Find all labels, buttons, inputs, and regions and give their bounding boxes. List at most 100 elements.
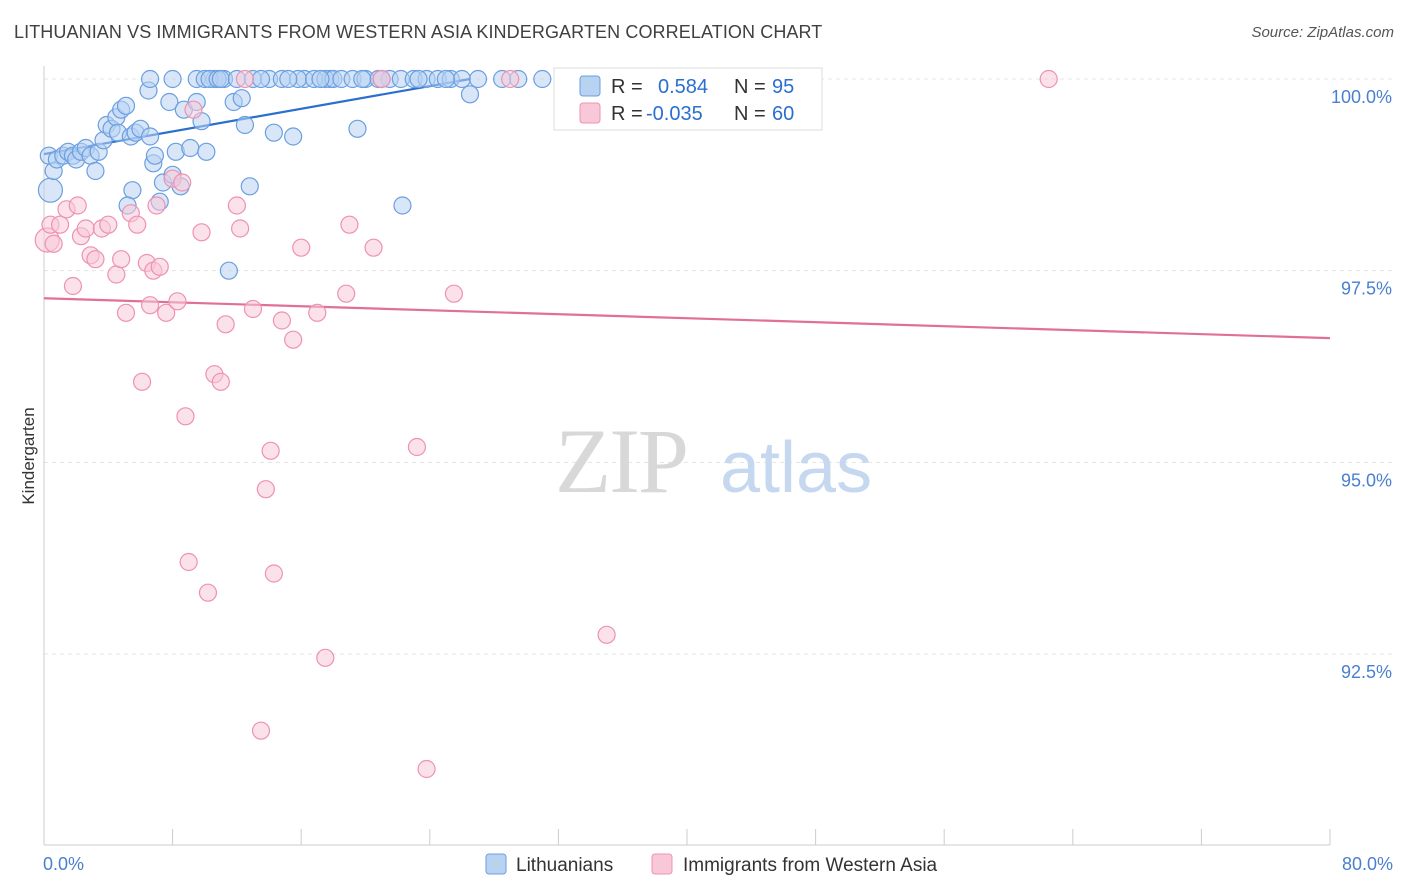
point-series0-36 bbox=[181, 138, 200, 158]
point-series1-38 bbox=[243, 299, 263, 319]
chart-title: LITHUANIAN VS IMMIGRANTS FROM WESTERN AS… bbox=[14, 22, 823, 42]
point-series0-93 bbox=[436, 69, 455, 89]
data-points bbox=[34, 69, 1058, 779]
point-series0-46 bbox=[219, 261, 238, 280]
point-series1-37 bbox=[231, 219, 250, 238]
trend-line-series1 bbox=[43, 297, 1331, 340]
x-tick-labels: 0.0% 80.0% bbox=[43, 854, 1393, 874]
point-series1-51 bbox=[372, 69, 391, 89]
point-series1-55 bbox=[501, 69, 520, 89]
series-legend: Lithuanians Immigrants from Western Asia bbox=[485, 853, 938, 876]
point-series0-11 bbox=[86, 161, 105, 181]
stats-n-value-2: 60 bbox=[772, 103, 794, 125]
point-series0-48 bbox=[284, 127, 303, 146]
point-series1-39 bbox=[251, 721, 271, 740]
point-series0-53 bbox=[460, 85, 480, 104]
point-series1-47 bbox=[316, 648, 335, 667]
legend-label-western-asia: Immigrants from Western Asia bbox=[683, 855, 938, 876]
stats-n-label-2: N = bbox=[734, 103, 766, 125]
point-series0-89 bbox=[311, 69, 330, 89]
point-series0-55 bbox=[163, 69, 182, 89]
point-series1-8 bbox=[76, 219, 95, 238]
point-series0-0 bbox=[37, 177, 64, 203]
point-series1-14 bbox=[112, 250, 131, 269]
svg-text:ZIP: ZIP bbox=[555, 410, 687, 512]
stats-r-label-2: R = bbox=[611, 103, 643, 125]
point-series0-87 bbox=[251, 69, 271, 89]
point-series1-44 bbox=[284, 330, 303, 349]
point-series1-59 bbox=[235, 69, 255, 89]
point-series1-43 bbox=[272, 311, 292, 330]
stats-r-value-1: 0.584 bbox=[658, 76, 708, 98]
point-series1-29 bbox=[179, 552, 198, 572]
point-series0-44 bbox=[235, 115, 255, 135]
point-series1-23 bbox=[150, 257, 169, 276]
point-series1-2 bbox=[44, 234, 63, 253]
watermark: ZIP atlas bbox=[555, 410, 872, 512]
legend-swatch-western-asia bbox=[651, 853, 673, 875]
point-series1-20 bbox=[140, 296, 160, 315]
point-series1-17 bbox=[128, 215, 147, 234]
point-series1-5 bbox=[63, 276, 83, 296]
point-series1-10 bbox=[86, 250, 105, 269]
y-axis-label: Kindergarten bbox=[19, 407, 38, 504]
point-series1-40 bbox=[256, 480, 275, 499]
point-series1-45 bbox=[292, 238, 311, 257]
svg-text:atlas: atlas bbox=[720, 428, 872, 508]
point-series1-48 bbox=[337, 284, 356, 303]
grid-lines bbox=[44, 78, 1392, 655]
stats-r-value-2: -0.035 bbox=[646, 103, 703, 125]
point-series0-28 bbox=[145, 146, 165, 165]
point-series1-53 bbox=[417, 759, 436, 779]
point-series0-79 bbox=[452, 69, 472, 89]
y-tick-labels: 92.5% 95.0% 97.5% 100.0% bbox=[1331, 87, 1392, 682]
point-series1-36 bbox=[227, 196, 246, 215]
point-series1-30 bbox=[184, 100, 203, 119]
point-series1-12 bbox=[99, 215, 118, 234]
stats-r-label-1: R = bbox=[611, 76, 643, 98]
trend-line-series0 bbox=[43, 77, 471, 156]
point-series1-54 bbox=[444, 284, 464, 303]
point-series0-19 bbox=[116, 96, 136, 115]
point-series1-42 bbox=[264, 564, 283, 583]
x-tick-label-max: 80.0% bbox=[1342, 854, 1393, 874]
point-series1-58 bbox=[1039, 69, 1058, 89]
point-series1-46 bbox=[308, 303, 327, 322]
y-tick-label-0: 92.5% bbox=[1341, 662, 1392, 682]
point-series1-26 bbox=[168, 292, 187, 311]
point-series1-52 bbox=[407, 437, 427, 457]
point-series1-3 bbox=[50, 215, 70, 234]
y-tick-label-3: 100.0% bbox=[1331, 87, 1392, 107]
point-series0-45 bbox=[240, 177, 259, 196]
point-series1-50 bbox=[364, 238, 383, 257]
stats-legend-swatch-pink bbox=[579, 102, 601, 124]
point-series1-24 bbox=[157, 303, 176, 322]
chart-source: Source: ZipAtlas.com bbox=[1251, 24, 1394, 41]
point-series0-47 bbox=[264, 123, 283, 142]
point-series0-31 bbox=[160, 92, 179, 112]
point-series0-83 bbox=[533, 69, 552, 89]
point-series1-13 bbox=[107, 265, 126, 284]
point-series1-32 bbox=[198, 583, 218, 602]
point-series1-34 bbox=[211, 372, 230, 391]
point-series1-31 bbox=[192, 223, 211, 242]
point-series0-26 bbox=[140, 127, 160, 146]
x-tick-label-min: 0.0% bbox=[43, 854, 84, 874]
point-series1-27 bbox=[173, 173, 192, 192]
y-tick-label-1: 95.0% bbox=[1341, 470, 1392, 490]
point-series0-80 bbox=[468, 69, 488, 89]
point-series0-54 bbox=[140, 69, 160, 89]
legend-label-lithuanians: Lithuanians bbox=[516, 855, 613, 876]
point-series1-18 bbox=[132, 372, 152, 391]
stats-legend-swatch-blue bbox=[579, 75, 601, 97]
point-series0-23 bbox=[123, 181, 142, 200]
point-series1-35 bbox=[216, 315, 235, 334]
y-tick-label-2: 97.5% bbox=[1341, 279, 1392, 299]
point-series0-90 bbox=[353, 69, 372, 89]
point-series0-92 bbox=[409, 69, 428, 89]
point-series1-56 bbox=[597, 625, 616, 644]
point-series1-49 bbox=[340, 215, 359, 234]
point-series0-52 bbox=[393, 196, 412, 215]
stats-n-value-1: 95 bbox=[772, 76, 794, 98]
